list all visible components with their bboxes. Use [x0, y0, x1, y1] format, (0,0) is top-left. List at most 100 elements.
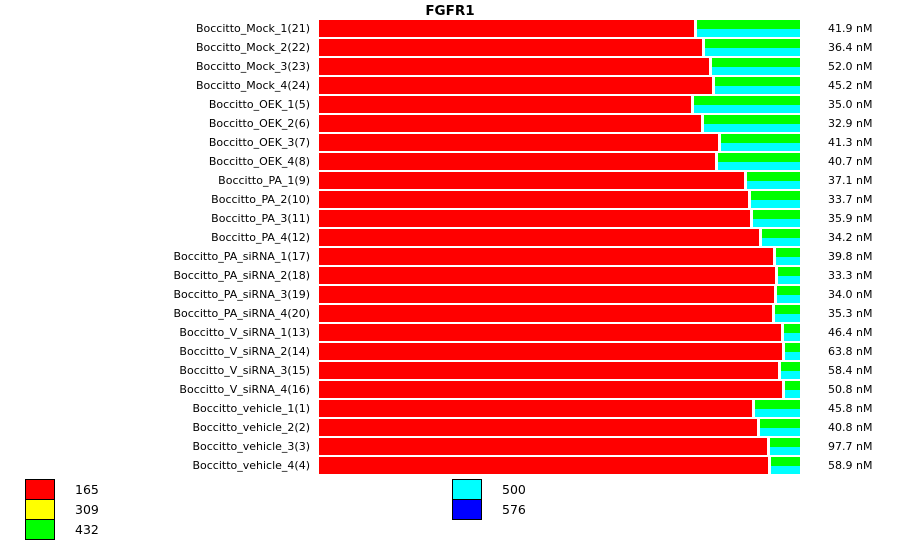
bar-red-segment: [319, 324, 781, 341]
bar-right-segment: [751, 191, 800, 208]
bar-right-segment: [747, 172, 800, 189]
bar-red-segment: [319, 419, 757, 436]
row-value: 45.8 nM: [828, 402, 873, 415]
chart-row: Boccitto_PA_2(10) 33.7 nM: [0, 191, 872, 208]
bar-track: [319, 438, 800, 455]
chart-row: Boccitto_Mock_1(21) 41.9 nM: [0, 20, 872, 37]
bar-cyan-segment: [777, 294, 800, 303]
bar-green-segment: [704, 115, 800, 124]
bar-right-segment: [777, 286, 800, 303]
bar-cyan-segment: [694, 104, 800, 113]
bar-track: [319, 457, 800, 474]
row-value: 37.1 nM: [828, 174, 873, 187]
bar-cyan-segment: [751, 199, 800, 208]
chart-row: Boccitto_PA_4(12) 34.2 nM: [0, 229, 872, 246]
bar-red-segment: [319, 96, 691, 113]
chart-row: Boccitto_OEK_3(7) 41.3 nM: [0, 134, 872, 151]
chart-row: Boccitto_vehicle_4(4) 58.9 nM: [0, 457, 872, 474]
bar-right-segment: [721, 134, 800, 151]
bar-red-segment: [319, 286, 774, 303]
bar-cyan-segment: [712, 66, 800, 75]
chart-title: FGFR1: [425, 3, 475, 19]
bar-green-segment: [755, 400, 800, 409]
row-value: 45.2 nM: [828, 79, 873, 92]
bar-cyan-segment: [781, 370, 800, 379]
row-label: Boccitto_vehicle_2(2): [192, 421, 310, 434]
bar-right-segment: [785, 381, 800, 398]
legend-label: 432: [75, 522, 99, 537]
bar-track: [319, 305, 800, 322]
bar-red-segment: [319, 134, 718, 151]
bar-green-segment: [718, 153, 800, 162]
bar-green-segment: [781, 362, 800, 371]
bar-cyan-segment: [770, 446, 800, 455]
bar-cyan-segment: [778, 275, 800, 284]
bar-red-segment: [319, 381, 782, 398]
row-label: Boccitto_V_siRNA_1(13): [179, 326, 310, 339]
bar-red-segment: [319, 457, 768, 474]
row-label: Boccitto_PA_1(9): [218, 174, 310, 187]
row-label: Boccitto_OEK_4(8): [208, 155, 310, 168]
bar-cyan-segment: [753, 218, 800, 227]
bar-track: [319, 134, 800, 151]
bar-red-segment: [319, 77, 712, 94]
chart-row: Boccitto_OEK_2(6) 32.9 nM: [0, 115, 872, 132]
bar-track: [319, 381, 800, 398]
bar-red-segment: [319, 267, 775, 284]
row-value: 40.7 nM: [828, 155, 873, 168]
row-label: Boccitto_PA_siRNA_2(18): [173, 269, 310, 282]
bar-track: [319, 362, 800, 379]
chart-row: Boccitto_PA_siRNA_4(20) 35.3 nM: [0, 305, 872, 322]
bar-track: [319, 286, 800, 303]
bar-track: [319, 343, 800, 360]
bar-right-segment: [778, 267, 800, 284]
bar-track: [319, 210, 800, 227]
bar-track: [319, 77, 800, 94]
row-value: 39.8 nM: [828, 250, 873, 263]
bar-green-segment: [785, 381, 800, 390]
row-value: 33.7 nM: [828, 193, 873, 206]
legend-swatch: [25, 479, 55, 500]
bar-red-segment: [319, 248, 773, 265]
bar-track: [319, 248, 800, 265]
bar-cyan-segment: [771, 465, 800, 474]
legend-left: 165 309 432: [25, 479, 99, 540]
bar-green-segment: [753, 210, 800, 219]
bar-red-segment: [319, 305, 772, 322]
bar-right-segment: [705, 39, 800, 56]
row-label: Boccitto_PA_2(10): [211, 193, 310, 206]
bar-right-segment: [694, 96, 800, 113]
legend-swatch: [25, 519, 55, 540]
bar-green-segment: [721, 134, 800, 143]
bar-green-segment: [776, 248, 800, 257]
bar-track: [319, 267, 800, 284]
row-label: Boccitto_vehicle_3(3): [192, 440, 310, 453]
bar-track: [319, 39, 800, 56]
row-value: 41.3 nM: [828, 136, 873, 149]
bar-red-segment: [319, 172, 744, 189]
row-value: 35.0 nM: [828, 98, 873, 111]
chart-row: Boccitto_vehicle_1(1) 45.8 nM: [0, 400, 872, 417]
chart-row: Boccitto_OEK_4(8) 40.7 nM: [0, 153, 872, 170]
chart-row: Boccitto_Mock_3(23) 52.0 nM: [0, 58, 872, 75]
legend-item: 576: [452, 499, 526, 520]
row-value: 35.3 nM: [828, 307, 873, 320]
bar-red-segment: [319, 210, 750, 227]
bar-green-segment: [694, 96, 800, 105]
bar-right-segment: [784, 324, 800, 341]
bar-green-segment: [770, 438, 800, 447]
bar-right-segment: [718, 153, 800, 170]
row-value: 33.3 nM: [828, 269, 873, 282]
row-label: Boccitto_PA_siRNA_4(20): [173, 307, 310, 320]
bar-right-segment: [715, 77, 800, 94]
row-value: 58.9 nM: [828, 459, 873, 472]
legend-item: 432: [25, 519, 99, 540]
bar-cyan-segment: [697, 28, 800, 37]
legend-label: 309: [75, 502, 99, 517]
row-value: 97.7 nM: [828, 440, 873, 453]
row-label: Boccitto_V_siRNA_2(14): [179, 345, 310, 358]
row-value: 50.8 nM: [828, 383, 873, 396]
bar-green-segment: [697, 20, 800, 29]
bar-red-segment: [319, 343, 782, 360]
